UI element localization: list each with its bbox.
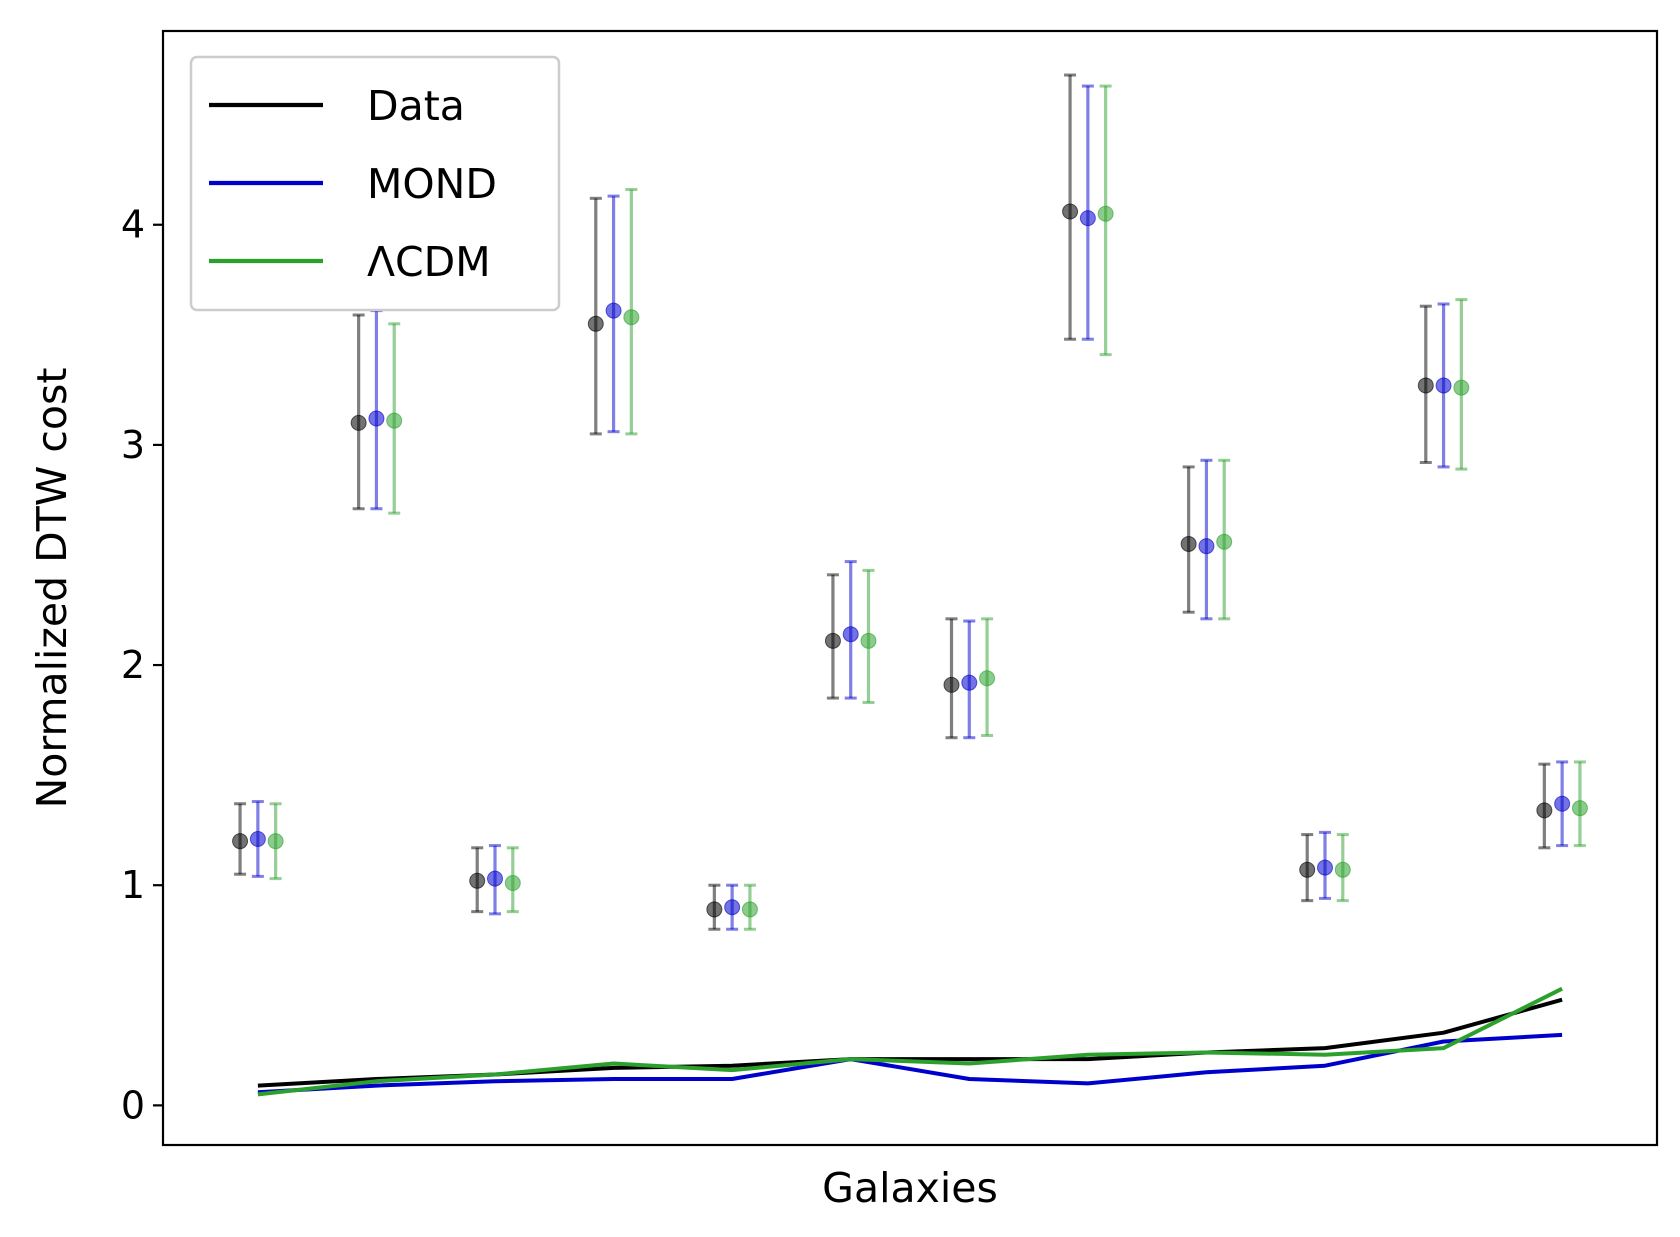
data-point [1097,205,1114,222]
legend: Data MOND ΛCDM [189,55,561,312]
data-point [1216,533,1233,550]
y-tick-label: 0 [121,1083,145,1127]
data-point [1198,538,1215,555]
data-point [943,676,960,693]
data-point [724,899,741,916]
data-point [587,315,604,332]
data-point [623,309,640,326]
y-tick-label: 1 [121,863,145,907]
data-point [249,830,266,847]
data-point [1334,861,1351,878]
legend-label: Data [367,82,465,130]
data-point [1299,861,1316,878]
data-point [842,626,859,643]
errorbar-group-data [232,73,1553,931]
data-point [386,412,403,429]
data-point [605,302,622,319]
data-point [741,901,758,918]
data-point [350,414,367,431]
y-tick-label: 4 [121,203,145,247]
series-line-mond [257,1032,1563,1095]
legend-box [189,55,561,312]
data-point [1417,377,1434,394]
series-line-λcdm [257,986,1563,1097]
data-point [1317,859,1333,876]
data-point [706,901,723,918]
errorbar-group-λcdm [267,84,1588,931]
data-point [1180,535,1197,552]
data-point [1062,203,1079,220]
axes: 0 1 2 3 4 [121,203,163,1127]
legend-label: MOND [367,160,497,208]
plot-area [232,73,1588,1097]
data-point [1079,210,1096,227]
y-tick-label: 3 [121,423,145,467]
data-point [504,875,521,892]
legend-label: ΛCDM [367,238,491,286]
data-point [824,632,841,649]
data-point [368,410,385,427]
data-point [1453,379,1470,396]
data-point [487,870,503,887]
data-point [267,833,284,850]
data-point [979,670,996,687]
data-point [961,674,978,691]
plot-frame [161,29,1659,1147]
y-axis-label: Normalized DTW cost [28,368,76,809]
y-tick-label: 2 [121,643,145,687]
x-axis-label: Galaxies [822,1164,998,1212]
data-point [1554,795,1571,812]
data-point [232,833,249,850]
data-point [1571,800,1588,817]
data-point [469,872,486,889]
data-point [1536,802,1553,819]
data-point [1435,377,1452,394]
errorbar-group-mond [249,84,1571,931]
data-point [860,632,877,649]
